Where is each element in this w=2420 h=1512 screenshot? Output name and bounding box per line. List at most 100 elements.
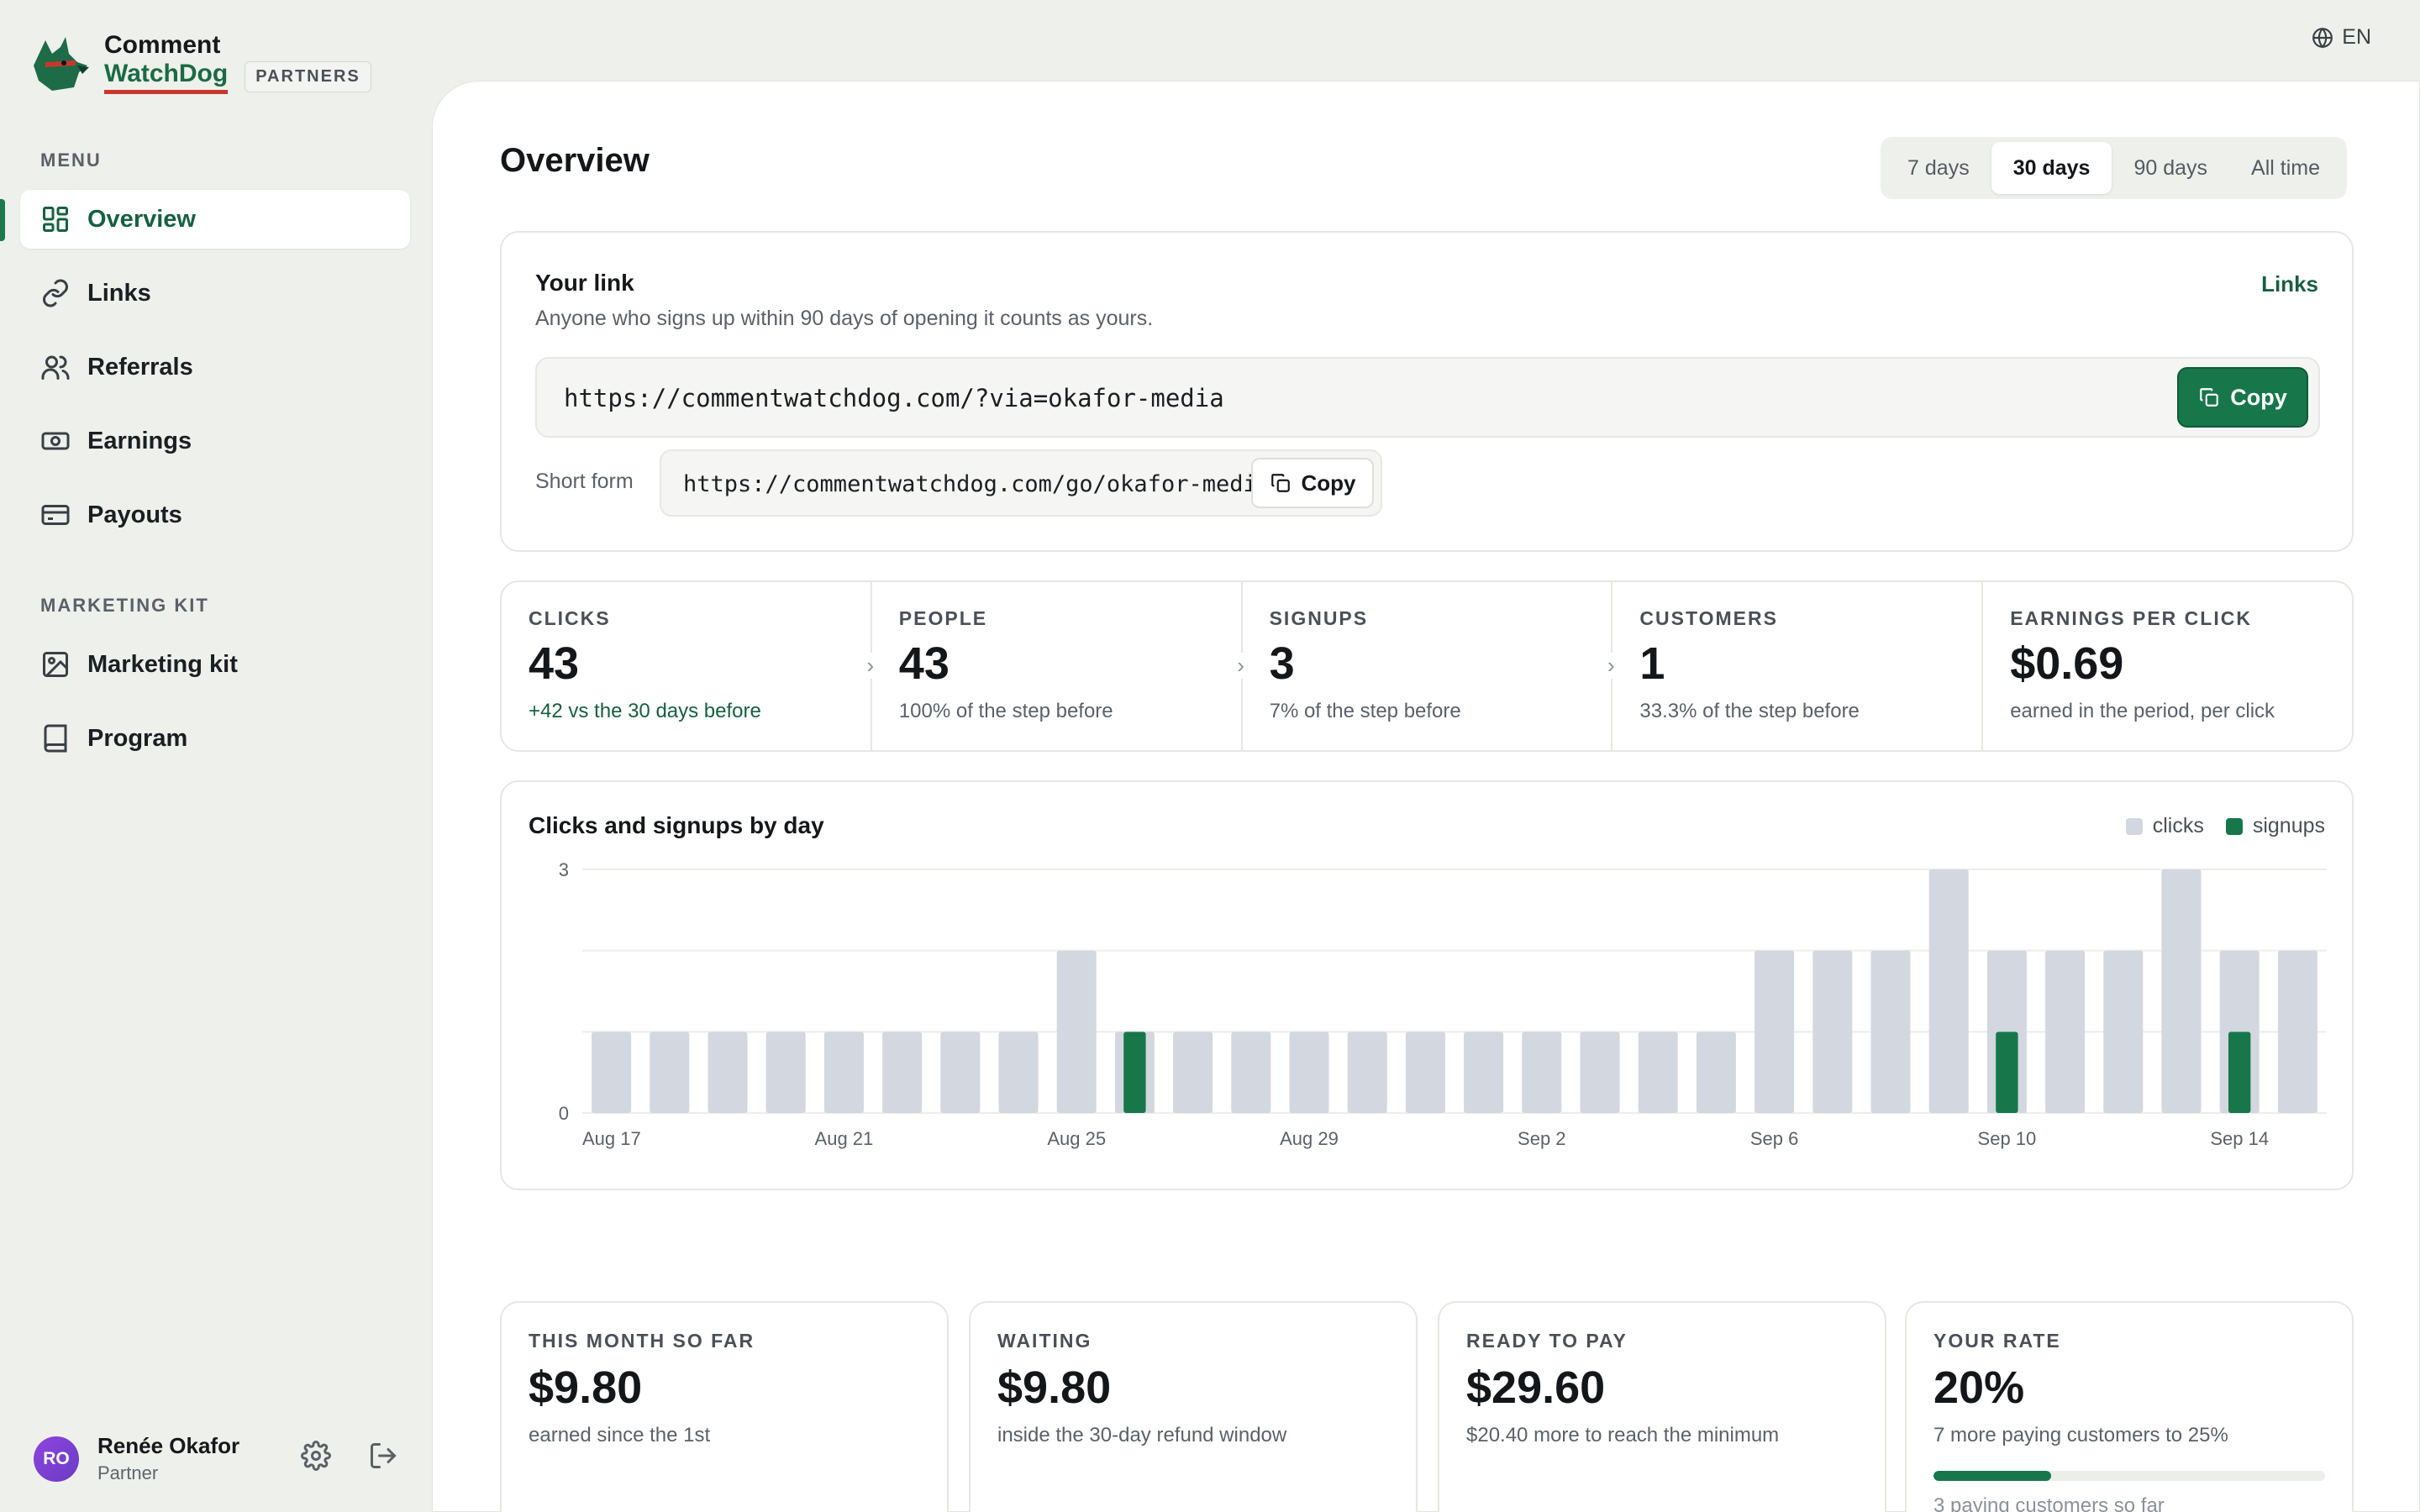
range-7-days[interactable]: 7 days [1907, 156, 1970, 180]
main-panel: Overview 7 days 30 days 90 days All time… [432, 81, 2420, 1512]
referral-url: https://commentwatchdog.com/?via=okafor-… [564, 384, 1224, 412]
bar-clicks [1289, 1032, 1329, 1113]
bar-signups [1123, 1032, 1146, 1113]
funnel-value: $0.69 [2010, 638, 2124, 689]
funnel-signups: SIGNUPS 3 7% of the step before › [1243, 582, 1619, 750]
chart-legend: clicks signups [2104, 814, 2325, 838]
links-link[interactable]: Links [2261, 271, 2318, 297]
bar-clicks [1522, 1032, 1562, 1113]
chevron-right-icon: › [1603, 653, 1619, 679]
user-profile[interactable]: RO Renée Okafor Partner [34, 1433, 239, 1484]
sidebar-item-referrals[interactable]: Referrals [20, 338, 410, 396]
x-tick-label: Sep 14 [2210, 1128, 2269, 1149]
funnel-stats: CLICKS 43 +42 vs the 30 days before › PE… [500, 580, 2354, 752]
stat-label: READY TO PAY [1466, 1330, 1628, 1352]
bar-clicks [1056, 950, 1097, 1113]
y-tick-label: 0 [559, 1103, 569, 1124]
funnel-value: 43 [529, 638, 580, 689]
image-icon [40, 649, 71, 680]
stat-your-rate: YOUR RATE 20% 7 more paying customers to… [1905, 1301, 2354, 1512]
book-icon [40, 723, 71, 753]
funnel-clicks: CLICKS 43 +42 vs the 30 days before › [502, 582, 878, 750]
bar-clicks [1231, 1032, 1271, 1113]
short-url: https://commentwatchdog.com/go/okafor-me… [683, 471, 1270, 497]
brand-logo[interactable]: Comment WatchDog PARTNERS [27, 29, 371, 96]
copy-url-button[interactable]: Copy [2177, 367, 2308, 428]
stat-label: WAITING [997, 1330, 1092, 1352]
legend-item-signups: signups [2225, 814, 2325, 838]
active-indicator [0, 199, 5, 241]
x-tick-label: Sep 2 [1518, 1128, 1566, 1149]
sidebar-item-label: Overview [87, 205, 196, 233]
gear-icon[interactable] [301, 1441, 331, 1471]
sidebar-item-label: Program [87, 724, 188, 752]
bar-clicks [2103, 950, 2144, 1113]
bar-signups [1996, 1032, 2018, 1113]
stat-note: 7 more paying customers to 25% [1933, 1424, 2228, 1446]
bar-clicks [1812, 950, 1853, 1113]
rate-progress-bar [1933, 1471, 2325, 1481]
funnel-note: earned in the period, per click [2010, 700, 2275, 722]
user-role: Partner [97, 1462, 159, 1483]
legend-label: signups [2252, 814, 2325, 837]
language-selector[interactable]: EN [2312, 25, 2371, 50]
legend-item-clicks: clicks [2125, 814, 2204, 838]
funnel-label: SIGNUPS [1269, 607, 1369, 629]
copy-button-label: Copy [1301, 470, 1356, 496]
range-30-days[interactable]: 30 days [1991, 142, 2112, 194]
sidebar-item-label: Referrals [87, 353, 193, 381]
bar-clicks [1347, 1032, 1387, 1113]
short-url-field[interactable]: https://commentwatchdog.com/go/okafor-me… [660, 449, 1382, 517]
date-range-selector: 7 days 30 days 90 days All time [1881, 137, 2347, 199]
bar-clicks [1696, 1032, 1736, 1113]
bar-clicks [998, 1032, 1039, 1113]
sidebar-item-label: Links [87, 279, 151, 307]
legend-swatch [2225, 817, 2243, 835]
stat-value: $9.80 [529, 1362, 643, 1413]
sidebar-item-marketing-kit[interactable]: Marketing kit [20, 635, 410, 694]
funnel-note: 100% of the step before [898, 700, 1113, 722]
bar-clicks [765, 1032, 806, 1113]
marketing-kit-section-label: MARKETING KIT [40, 595, 209, 616]
logout-icon[interactable] [368, 1441, 398, 1471]
globe-icon [2312, 27, 2333, 48]
sidebar-item-links[interactable]: Links [20, 264, 410, 323]
legend-label: clicks [2152, 814, 2204, 837]
x-tick-label: Aug 21 [815, 1128, 874, 1149]
stat-note: earned since the 1st [529, 1424, 711, 1446]
x-tick-label: Sep 6 [1750, 1128, 1799, 1149]
stat-label: YOUR RATE [1933, 1330, 2061, 1352]
funnel-label: CLICKS [529, 607, 611, 629]
page-title: Overview [500, 142, 650, 179]
sidebar-item-earnings[interactable]: Earnings [20, 412, 410, 470]
link-icon [40, 278, 71, 308]
referral-url-field[interactable]: https://commentwatchdog.com/?via=okafor-… [535, 357, 2320, 438]
bar-signups [2228, 1032, 2251, 1113]
bar-clicks [1580, 1032, 1620, 1113]
sidebar-item-program[interactable]: Program [20, 709, 410, 768]
sidebar-item-overview[interactable]: Overview [20, 190, 410, 249]
x-tick-label: Sep 10 [1978, 1128, 2037, 1149]
x-tick-label: Aug 17 [582, 1128, 641, 1149]
range-90-days[interactable]: 90 days [2133, 156, 2208, 180]
clicks-signups-chart: Clicks and signups by day clicks signups… [500, 780, 2354, 1190]
sidebar-item-payouts[interactable]: Payouts [20, 486, 410, 544]
grid-icon [40, 204, 71, 234]
card-icon [40, 500, 71, 530]
funnel-note: 7% of the step before [1269, 700, 1461, 722]
short-form-label: Short form [535, 470, 634, 493]
copy-short-url-button[interactable]: Copy [1251, 458, 1374, 508]
bar-clicks [592, 1032, 632, 1113]
chart-title: Clicks and signups by day [529, 812, 824, 838]
brand-line-2: WatchDog [104, 60, 229, 94]
link-card-title: Your link [535, 270, 634, 296]
bar-clicks [2045, 950, 2086, 1113]
bar-clicks [650, 1032, 690, 1113]
bar-clicks [2277, 950, 2317, 1113]
range-all-time[interactable]: All time [2251, 156, 2320, 180]
funnel-value: 43 [898, 638, 950, 689]
stat-ready-to-pay: READY TO PAY $29.60 $20.40 more to reach… [1438, 1301, 1886, 1512]
rate-progress-fill [1933, 1471, 2051, 1481]
chart-plot: 0 3 Aug 17 Aug 21 Aug 25 Aug 29 Sep 2 Sep 6 Sep … [559, 859, 2327, 1149]
bar-clicks [940, 1032, 981, 1113]
